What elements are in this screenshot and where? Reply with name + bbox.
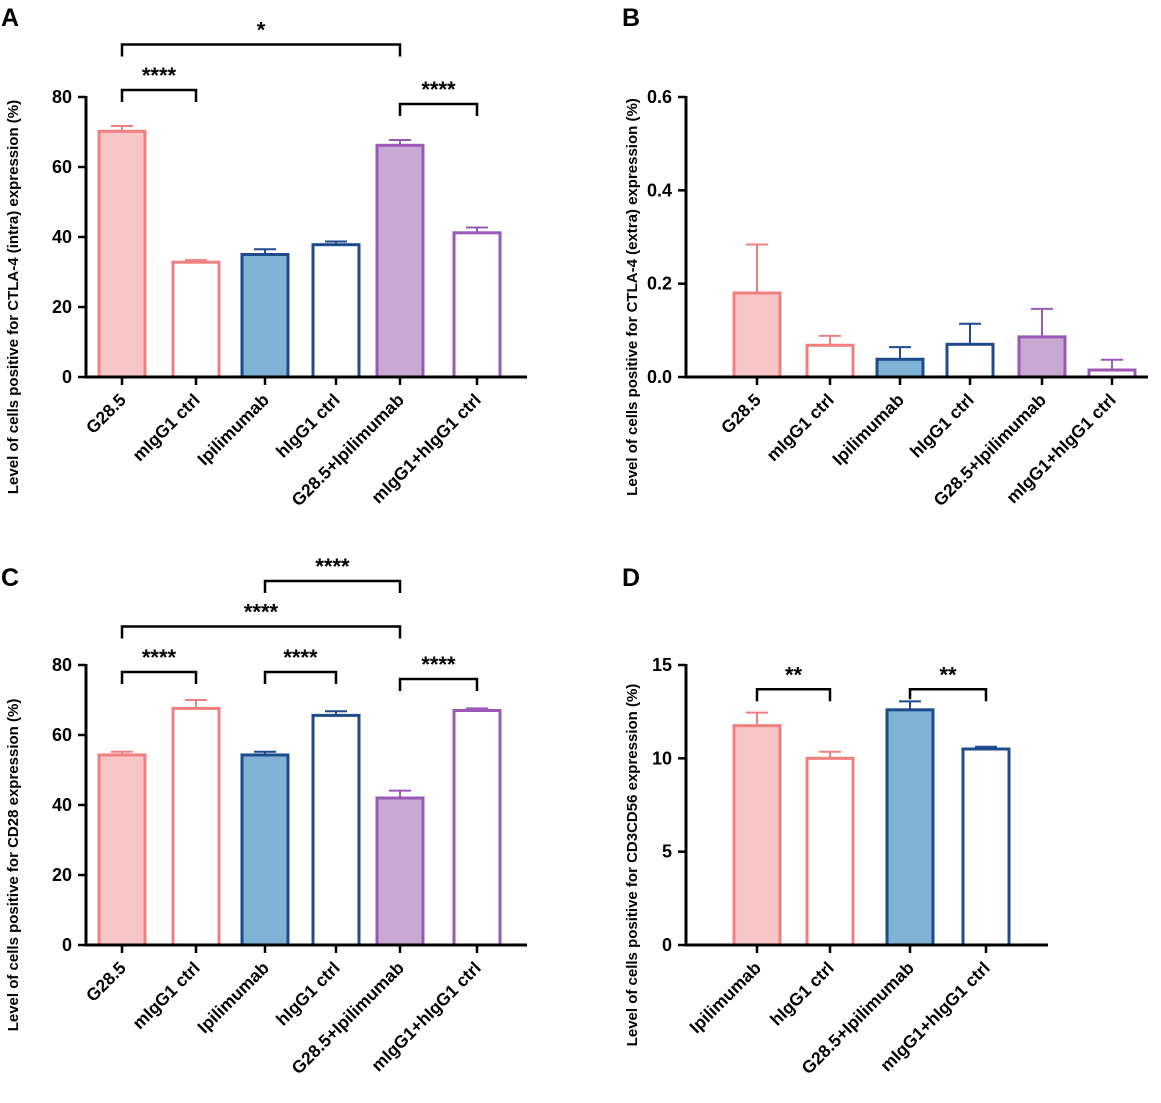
y-tick-label: 0 [62, 367, 72, 387]
y-tick-label: 5 [662, 842, 672, 862]
bar [885, 708, 935, 947]
category-label: mIgG1 ctrl [128, 390, 203, 465]
panel-b: B Level of cells positive for CTLA-4 (ext… [622, 4, 1148, 510]
y-tick-label: 60 [52, 725, 72, 745]
significance-bracket [398, 102, 479, 116]
bar [171, 260, 221, 379]
significance-label: * [257, 18, 266, 43]
panel-c: C Level of cells positive for CD28 expres… [1, 554, 527, 1078]
bar [375, 143, 425, 379]
y-axis-label: Level of cells positive for CD28 express… [5, 699, 22, 1032]
bar [805, 343, 855, 379]
significance-label: ** [939, 662, 957, 687]
y-tick-label: 15 [652, 655, 672, 675]
category-label: Ipilimumab [193, 390, 272, 469]
significance-label: **** [283, 645, 318, 670]
bar [732, 291, 782, 379]
bar [945, 342, 995, 379]
bar [171, 706, 221, 947]
category-label: Ipilimumab [193, 958, 272, 1037]
bar [452, 231, 502, 379]
y-tick-label: 0 [662, 935, 672, 955]
category-label: G28.5 [82, 958, 130, 1006]
significance-label: **** [142, 63, 177, 88]
significance-bracket [908, 688, 988, 702]
panel-letter: B [622, 4, 640, 32]
significance-label: **** [315, 554, 350, 579]
significance-label: **** [421, 652, 456, 677]
bar [805, 756, 855, 947]
bar [732, 724, 782, 947]
panel-letter: A [1, 4, 19, 32]
bar [375, 796, 425, 947]
bar [452, 709, 502, 947]
panel-d: D Level of cells positive for CD3CD56 exp… [622, 564, 1048, 1078]
significance-bracket [263, 670, 338, 684]
y-tick-label: 60 [52, 157, 72, 177]
significance-label: **** [244, 600, 279, 625]
significance-bracket [120, 43, 402, 57]
category-label: mIgG1 ctrl [762, 390, 837, 465]
significance-label: ** [785, 662, 803, 687]
y-tick-label: 10 [652, 748, 672, 768]
significance-bracket [263, 579, 402, 593]
category-label: G28.5 [82, 390, 130, 438]
y-axis-label: Level of cells positive for CD3CD56 expr… [624, 684, 641, 1047]
significance-bracket [120, 625, 402, 639]
category-label: hIgG1 ctrl [906, 390, 978, 462]
category-label: mIgG1 ctrl [128, 958, 203, 1033]
bar [311, 713, 361, 947]
y-axis-label: Level of cells positive for CTLA-4 (intr… [5, 100, 22, 494]
y-tick-label: 40 [52, 795, 72, 815]
y-tick-label: 40 [52, 227, 72, 247]
y-tick-label: 80 [52, 87, 72, 107]
bar [875, 357, 925, 379]
y-axis-label: Level of cells positive for CTLA-4 (extr… [624, 98, 641, 496]
panel-letter: C [1, 564, 19, 592]
y-tick-label: 0.2 [647, 274, 672, 294]
bar [97, 753, 147, 947]
category-label: G28.5 [717, 390, 765, 438]
y-tick-label: 0.4 [647, 180, 672, 200]
category-label: Ipilimumab [828, 390, 907, 469]
y-tick-label: 0.0 [647, 367, 672, 387]
panel-letter: D [622, 564, 640, 592]
bar [311, 243, 361, 379]
bar [1017, 335, 1067, 379]
significance-label: **** [421, 77, 456, 102]
significance-label: **** [142, 645, 177, 670]
significance-bracket [120, 88, 198, 102]
panel-a: A Level of cells positive for CTLA-4 (int… [1, 4, 527, 510]
significance-bracket [398, 677, 479, 691]
category-label: Ipilimumab [685, 958, 764, 1037]
bar [240, 253, 290, 379]
bar [961, 747, 1011, 947]
y-tick-label: 0.6 [647, 87, 672, 107]
y-tick-label: 80 [52, 655, 72, 675]
y-tick-label: 20 [52, 865, 72, 885]
bar [240, 753, 290, 947]
bar [97, 129, 147, 379]
y-tick-label: 20 [52, 297, 72, 317]
significance-bracket [120, 670, 198, 684]
y-tick-label: 0 [62, 935, 72, 955]
significance-bracket [755, 688, 832, 702]
category-label: hIgG1 ctrl [766, 958, 838, 1030]
